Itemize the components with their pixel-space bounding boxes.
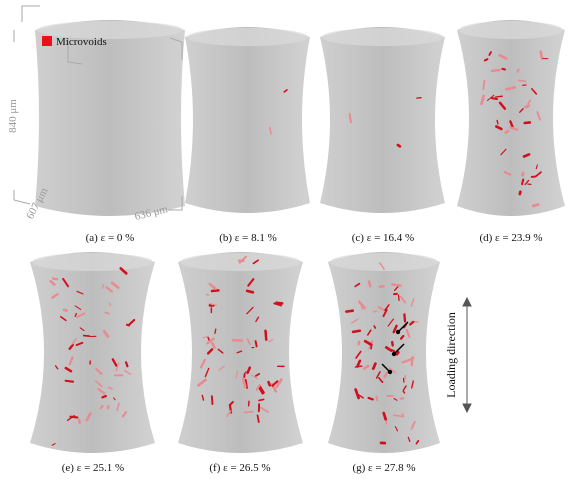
- microvoid: [526, 106, 529, 107]
- specimen-top: [322, 28, 443, 46]
- microvoid: [412, 357, 413, 365]
- specimen: [35, 20, 185, 216]
- microvoid: [502, 69, 504, 70]
- microvoid: [391, 350, 394, 351]
- microvoid: [483, 81, 484, 89]
- microvoid: [398, 145, 400, 146]
- panel-caption: (a) ε = 0 %: [86, 232, 135, 244]
- microvoid: [369, 398, 373, 399]
- panel-caption: (c) ε = 16.4 %: [352, 232, 414, 244]
- microvoid: [404, 314, 405, 321]
- microvoid: [380, 286, 384, 287]
- microvoid: [506, 88, 514, 90]
- microvoid: [522, 173, 523, 175]
- microvoid: [374, 311, 377, 312]
- microvoid: [247, 291, 253, 292]
- microvoid: [369, 282, 370, 287]
- specimen-top: [32, 253, 153, 271]
- microvoid: [353, 331, 360, 332]
- specimen: [178, 252, 303, 453]
- microvoid: [377, 397, 378, 400]
- specimen: [30, 252, 155, 453]
- microvoid: [403, 414, 404, 417]
- panel-caption: (g) ε = 27.8 %: [352, 462, 415, 474]
- microvoid: [206, 294, 208, 295]
- microvoid: [266, 331, 267, 340]
- microvoid: [233, 340, 242, 341]
- microvoid: [215, 329, 216, 333]
- microvoid: [105, 313, 109, 314]
- microvoid: [258, 415, 259, 422]
- microvoid: [277, 303, 283, 304]
- microvoid: [355, 366, 361, 367]
- microvoid: [496, 96, 503, 97]
- specimen: [320, 27, 445, 213]
- microvoid: [518, 70, 519, 72]
- microvoid: [525, 122, 530, 123]
- microvoid: [346, 311, 352, 312]
- microvoid: [392, 342, 393, 345]
- microvoid: [492, 98, 497, 99]
- microvoid: [64, 310, 67, 311]
- microvoid: [212, 290, 218, 291]
- microvoid: [497, 121, 498, 124]
- specimen: [328, 252, 440, 453]
- legend-label: Microvoids: [56, 36, 107, 48]
- panels: (a) ε = 0 % (b) ε = 8.1 % (c) ε = 16.4 % (d…: [30, 20, 565, 474]
- microvoid: [485, 59, 488, 60]
- microvoid: [66, 381, 73, 382]
- microvoid: [126, 362, 127, 366]
- legend-swatch: [42, 36, 52, 46]
- microvoid: [256, 341, 257, 346]
- specimen: [457, 20, 565, 216]
- loading-arrow: [463, 298, 471, 412]
- microvoid: [506, 131, 508, 133]
- microvoid: [392, 284, 400, 285]
- microvoid: [84, 336, 90, 337]
- panel-caption: (f) ε = 26.5 %: [209, 462, 270, 474]
- specimen: [185, 27, 310, 213]
- microvoid: [79, 420, 80, 423]
- microvoid: [384, 413, 386, 419]
- microvoid: [399, 295, 400, 300]
- figure: (a) ε = 0 % (b) ε = 8.1 % (c) ε = 16.4 % (d…: [0, 0, 573, 479]
- microvoid: [212, 396, 213, 404]
- microvoid: [53, 279, 57, 280]
- microvoid: [350, 114, 351, 122]
- specimen-top: [187, 28, 308, 46]
- microvoid: [492, 70, 500, 71]
- microvoid: [519, 80, 526, 81]
- microvoid: [533, 204, 538, 205]
- crack-arrow-head: [388, 370, 392, 374]
- height-label: 840 μm: [7, 99, 19, 133]
- microvoid: [269, 382, 270, 385]
- specimen-top: [459, 21, 563, 39]
- microvoid: [245, 412, 253, 413]
- loading-direction: Loading direction: [444, 312, 458, 398]
- crack-arrow-head: [392, 352, 396, 356]
- microvoid: [522, 180, 523, 185]
- microvoid: [208, 337, 209, 339]
- panel-caption: (d) ε = 23.9 %: [479, 232, 542, 244]
- microvoid: [259, 399, 264, 400]
- microvoid: [212, 343, 214, 347]
- crack-arrow-head: [396, 330, 400, 334]
- microvoid: [397, 352, 398, 354]
- microvoid: [374, 326, 375, 328]
- panel-caption: (e) ε = 25.1 %: [62, 462, 124, 474]
- microvoid: [541, 52, 542, 59]
- microvoid: [102, 396, 105, 397]
- panel-caption: (b) ε = 8.1 %: [219, 232, 277, 244]
- microvoid: [404, 379, 405, 383]
